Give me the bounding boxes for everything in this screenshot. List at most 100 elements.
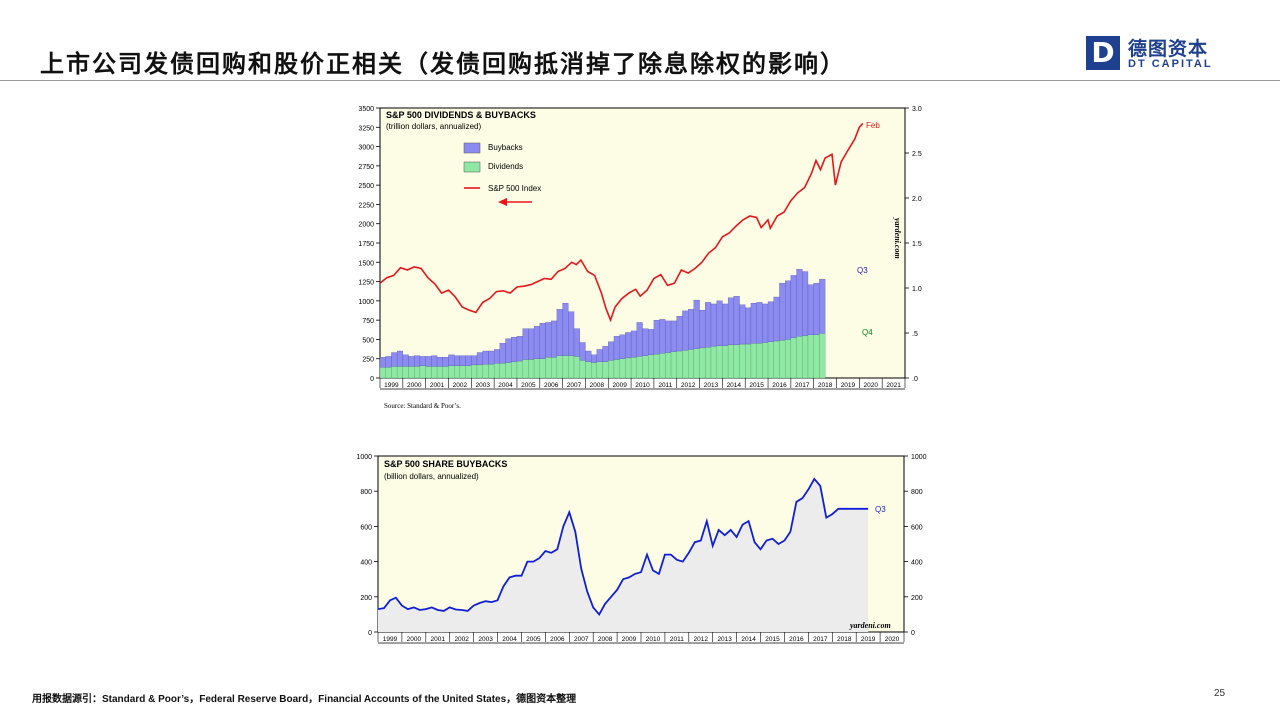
buybacks-bar bbox=[590, 354, 597, 363]
year-label: 2004 bbox=[502, 636, 517, 643]
buybacks-bar bbox=[790, 275, 797, 339]
legend-dividends-label: Dividends bbox=[488, 162, 523, 171]
legend-buybacks-label: Buybacks bbox=[488, 143, 523, 152]
year-label: 2007 bbox=[567, 382, 582, 389]
dividends-bar bbox=[482, 363, 489, 379]
dividends-bar bbox=[665, 352, 672, 379]
index-end-label: Feb bbox=[866, 121, 880, 130]
dividends-bar bbox=[385, 367, 392, 379]
year-label: 2014 bbox=[727, 382, 742, 389]
chart2-watermark: yardeni.com bbox=[849, 621, 891, 630]
dividends-bar bbox=[739, 343, 746, 379]
dividends-bar bbox=[630, 357, 637, 379]
dividends-bar bbox=[551, 357, 558, 379]
buybacks-bar bbox=[807, 284, 814, 335]
dividends-bar bbox=[431, 366, 438, 379]
dividends-bar bbox=[619, 358, 626, 379]
dividends-bar bbox=[579, 360, 586, 379]
buybacks-bar bbox=[670, 320, 677, 352]
buybacks-bar bbox=[785, 280, 792, 340]
dividends-bar bbox=[493, 363, 500, 379]
buybacks-bar bbox=[699, 309, 706, 349]
dividends-bar bbox=[516, 360, 523, 379]
dividends-bar bbox=[545, 357, 552, 379]
buybacks-bar bbox=[653, 319, 660, 355]
chart2-title: S&P 500 SHARE BUYBACKS bbox=[384, 459, 507, 469]
dividends-bar bbox=[408, 366, 415, 379]
year-label: 1999 bbox=[384, 382, 399, 389]
right-tick-label: 400 bbox=[911, 560, 923, 567]
dividends-bar bbox=[750, 343, 757, 379]
buybacks-bar bbox=[779, 282, 786, 341]
dividends-bar bbox=[414, 366, 421, 379]
dividends-bar bbox=[745, 343, 752, 379]
year-label: 2017 bbox=[795, 382, 810, 389]
dividends-bar bbox=[402, 366, 409, 379]
buybacks-bar bbox=[414, 355, 421, 367]
dividends-bar bbox=[528, 359, 535, 379]
year-label: 2004 bbox=[498, 382, 513, 389]
sp500-index-line bbox=[379, 122, 864, 323]
company-logo: D 德图资本 DT CAPITAL bbox=[1086, 36, 1236, 72]
year-label: 2019 bbox=[841, 382, 856, 389]
dividends-bar bbox=[670, 351, 677, 379]
buybacks-bar bbox=[419, 356, 426, 366]
dividends-end-label: Q4 bbox=[862, 328, 873, 337]
right-tick-label: .0 bbox=[912, 376, 918, 383]
right-tick-label: 600 bbox=[911, 524, 923, 531]
buybacks-bar bbox=[522, 328, 529, 360]
dividends-bar bbox=[476, 364, 483, 379]
dividends-bar bbox=[379, 367, 386, 379]
buybacks-bar bbox=[642, 328, 649, 356]
buybacks-bar bbox=[750, 303, 757, 344]
dividends-bar bbox=[625, 357, 632, 379]
buybacks-bar bbox=[716, 300, 723, 346]
year-label: 2009 bbox=[622, 636, 637, 643]
buybacks-bar bbox=[773, 296, 780, 342]
buybacks-bar bbox=[682, 310, 689, 351]
left-tick-label: 0 bbox=[370, 376, 374, 383]
year-label: 2015 bbox=[749, 382, 764, 389]
right-tick-label: 1.0 bbox=[912, 286, 922, 293]
year-label: 2016 bbox=[789, 636, 804, 643]
dividends-bar bbox=[642, 355, 649, 379]
dividends-bar bbox=[653, 353, 660, 379]
right-tick-label: 800 bbox=[911, 489, 923, 496]
dividends-bar bbox=[562, 355, 569, 379]
buybacks-bar bbox=[533, 326, 540, 359]
buybacks-bar bbox=[436, 357, 443, 367]
year-label: 2008 bbox=[590, 382, 605, 389]
dividends-bar bbox=[556, 355, 563, 379]
buybacks-bar bbox=[425, 356, 432, 367]
dividends-bar bbox=[693, 348, 700, 379]
buybacks-bar bbox=[396, 350, 403, 367]
left-tick-label: 2500 bbox=[358, 183, 374, 190]
legend-buybacks-swatch bbox=[463, 142, 481, 154]
dividends-bar bbox=[699, 347, 706, 379]
buybacks-bar bbox=[391, 352, 398, 367]
left-tick-label: 200 bbox=[360, 595, 372, 602]
year-label: 2000 bbox=[407, 636, 422, 643]
buybacks-bar bbox=[705, 302, 712, 348]
buybacks-bar bbox=[402, 354, 409, 367]
buybacks-bar bbox=[408, 356, 415, 367]
slide-title: 上市公司发债回购和股价正相关（发债回购抵消掉了除息除权的影响） bbox=[40, 50, 846, 78]
buybacks-bar bbox=[802, 271, 809, 336]
year-label: 2001 bbox=[431, 636, 446, 643]
left-tick-label: 800 bbox=[360, 489, 372, 496]
buybacks-bar bbox=[676, 316, 683, 352]
right-tick-label: 1000 bbox=[911, 454, 927, 461]
dividends-bar bbox=[756, 343, 763, 379]
dividends-bar bbox=[648, 354, 655, 379]
buybacks-bar bbox=[636, 322, 643, 357]
dividends-bar bbox=[762, 342, 769, 379]
left-tick-label: 400 bbox=[360, 560, 372, 567]
buybacks-bar bbox=[767, 301, 774, 342]
dividends-bar bbox=[499, 363, 506, 379]
buybacks-bar bbox=[739, 304, 746, 345]
year-label: 2006 bbox=[550, 636, 565, 643]
page-number: 25 bbox=[1214, 688, 1226, 699]
dividends-bar bbox=[773, 340, 780, 379]
dividends-bar bbox=[391, 366, 398, 379]
dividends-bar bbox=[522, 359, 529, 379]
